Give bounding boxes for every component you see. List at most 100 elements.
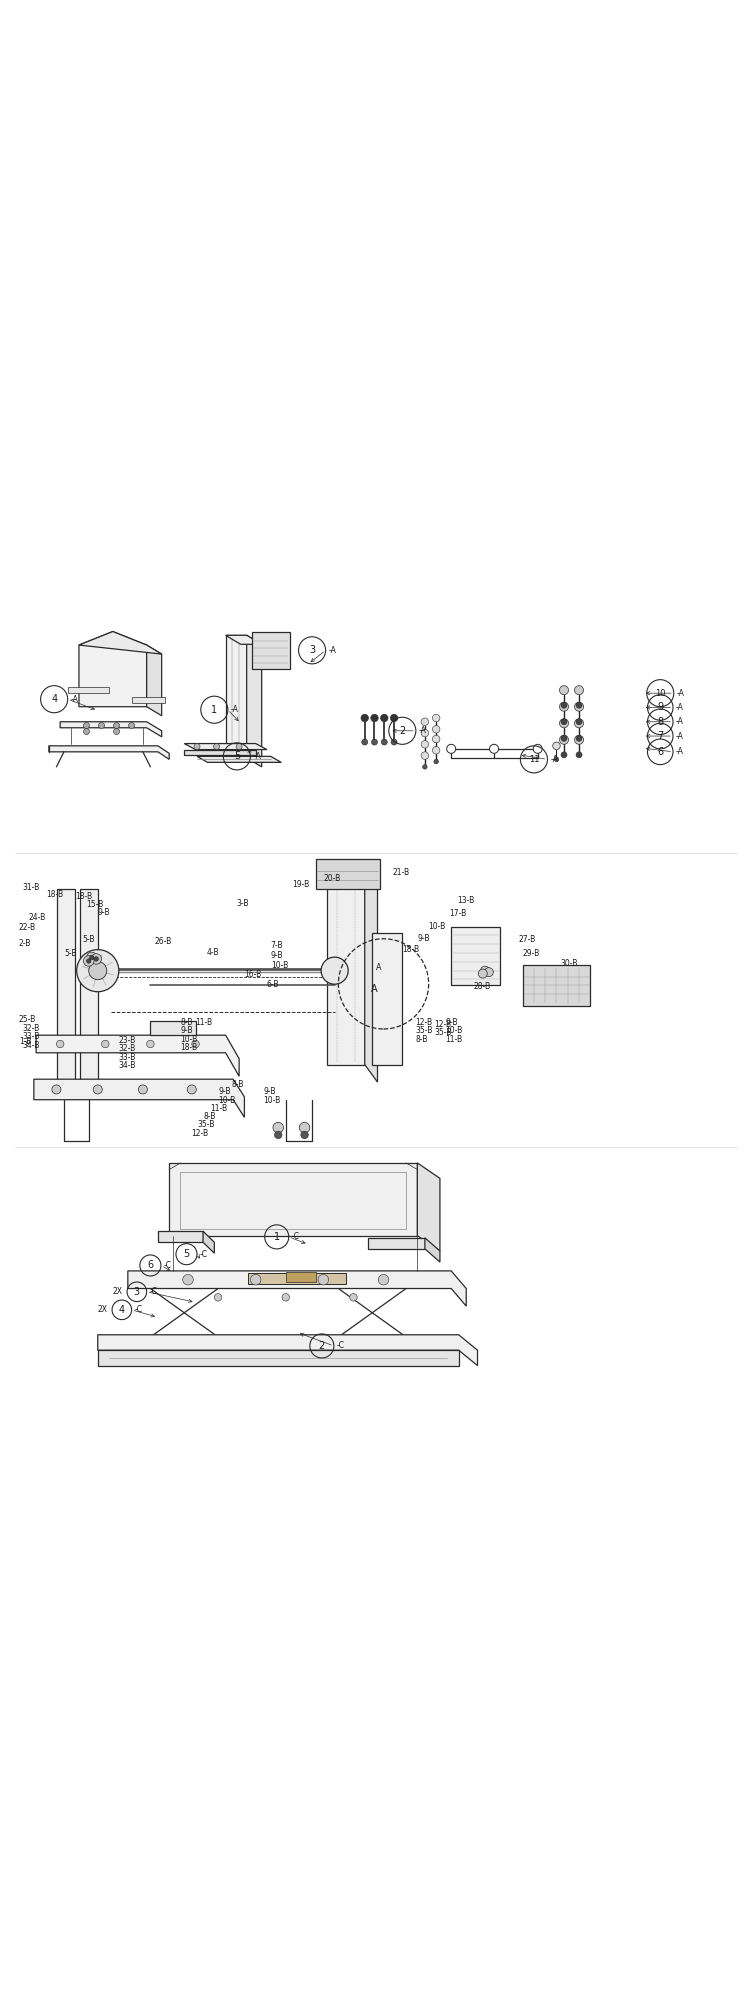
- Text: 18-B: 18-B: [47, 890, 64, 900]
- Circle shape: [432, 746, 440, 754]
- Circle shape: [561, 752, 567, 758]
- Polygon shape: [49, 746, 169, 760]
- Circle shape: [553, 742, 560, 750]
- Polygon shape: [451, 926, 500, 986]
- Text: 11-B: 11-B: [196, 1018, 213, 1028]
- Text: 9-B: 9-B: [180, 1026, 193, 1036]
- Circle shape: [421, 752, 429, 760]
- Circle shape: [56, 1040, 64, 1048]
- Text: 28-B: 28-B: [474, 982, 491, 990]
- Circle shape: [575, 736, 584, 744]
- Text: 10-B: 10-B: [218, 1096, 235, 1104]
- Polygon shape: [34, 1080, 244, 1118]
- Text: 23-B: 23-B: [119, 1036, 136, 1046]
- Text: 16-B: 16-B: [244, 970, 262, 978]
- Polygon shape: [98, 1350, 459, 1366]
- Circle shape: [434, 738, 438, 742]
- Circle shape: [52, 1084, 61, 1094]
- Text: 12-B: 12-B: [191, 1128, 208, 1138]
- Text: 5-B: 5-B: [83, 936, 96, 944]
- Circle shape: [434, 728, 438, 732]
- Circle shape: [194, 744, 200, 750]
- Text: -A: -A: [71, 694, 78, 704]
- Text: -A: -A: [550, 754, 558, 764]
- Text: 31-B: 31-B: [23, 882, 40, 892]
- Text: 10-B: 10-B: [271, 960, 288, 970]
- Text: 17-B: 17-B: [450, 910, 467, 918]
- Text: 26-B: 26-B: [154, 936, 171, 946]
- Circle shape: [421, 730, 429, 736]
- Text: 29-B: 29-B: [523, 948, 540, 958]
- Text: 6: 6: [657, 746, 663, 756]
- Text: 11-B: 11-B: [211, 1104, 228, 1112]
- Circle shape: [484, 968, 493, 976]
- Circle shape: [378, 1274, 389, 1284]
- Circle shape: [559, 686, 569, 694]
- Text: 34-B: 34-B: [23, 1040, 40, 1050]
- Text: 4-B: 4-B: [207, 948, 220, 958]
- Circle shape: [91, 954, 102, 964]
- Circle shape: [86, 958, 91, 964]
- Text: 3: 3: [134, 1286, 140, 1296]
- Text: 2: 2: [319, 1340, 325, 1350]
- Circle shape: [236, 744, 242, 750]
- Circle shape: [214, 1294, 222, 1302]
- Polygon shape: [197, 756, 281, 762]
- Text: 18-B: 18-B: [75, 892, 92, 900]
- Circle shape: [192, 1040, 199, 1048]
- Circle shape: [138, 1084, 147, 1094]
- Circle shape: [273, 1122, 284, 1132]
- Circle shape: [434, 760, 438, 764]
- Circle shape: [481, 966, 490, 976]
- Polygon shape: [147, 646, 162, 716]
- Circle shape: [575, 702, 584, 712]
- Circle shape: [478, 970, 487, 978]
- Text: 18-B: 18-B: [180, 1042, 198, 1052]
- Circle shape: [432, 714, 440, 722]
- Text: 2X: 2X: [113, 1288, 123, 1296]
- Text: 9-B: 9-B: [271, 952, 284, 960]
- Circle shape: [318, 1274, 329, 1284]
- Polygon shape: [79, 632, 147, 706]
- Text: 1: 1: [274, 1232, 280, 1242]
- Text: 8-B: 8-B: [203, 1112, 215, 1122]
- Text: 9-B: 9-B: [218, 1088, 231, 1096]
- Polygon shape: [365, 868, 378, 1082]
- Polygon shape: [327, 868, 365, 1064]
- Circle shape: [77, 950, 119, 992]
- Text: 1: 1: [211, 704, 217, 714]
- Text: 18-B: 18-B: [402, 946, 420, 954]
- Text: -A: -A: [231, 706, 238, 714]
- Text: 7: 7: [657, 732, 663, 742]
- Circle shape: [129, 722, 135, 728]
- Polygon shape: [203, 1232, 214, 1254]
- Text: 9-B: 9-B: [263, 1088, 276, 1096]
- Circle shape: [361, 714, 368, 722]
- Text: -C: -C: [150, 1288, 158, 1296]
- Text: 12-B: 12-B: [415, 1018, 432, 1028]
- Circle shape: [576, 718, 582, 724]
- Text: 4: 4: [119, 1304, 125, 1314]
- Circle shape: [147, 1040, 154, 1048]
- Text: 19-B: 19-B: [292, 880, 309, 888]
- Text: 9-B: 9-B: [417, 934, 430, 942]
- Text: 20-B: 20-B: [323, 874, 341, 882]
- Circle shape: [371, 740, 378, 746]
- Text: 8-B: 8-B: [180, 1018, 193, 1028]
- Circle shape: [576, 736, 582, 742]
- Circle shape: [423, 754, 427, 758]
- Polygon shape: [60, 722, 162, 736]
- Circle shape: [114, 728, 120, 734]
- Text: 9-B: 9-B: [98, 908, 111, 918]
- Text: 2X: 2X: [98, 1306, 108, 1314]
- Circle shape: [187, 1084, 196, 1094]
- Circle shape: [94, 956, 99, 962]
- Circle shape: [559, 736, 569, 744]
- Polygon shape: [68, 688, 109, 694]
- Polygon shape: [184, 744, 267, 750]
- Circle shape: [362, 740, 368, 746]
- Circle shape: [490, 744, 499, 754]
- Text: -C: -C: [337, 1342, 345, 1350]
- Circle shape: [282, 1294, 290, 1302]
- Text: 25-B: 25-B: [19, 1016, 36, 1024]
